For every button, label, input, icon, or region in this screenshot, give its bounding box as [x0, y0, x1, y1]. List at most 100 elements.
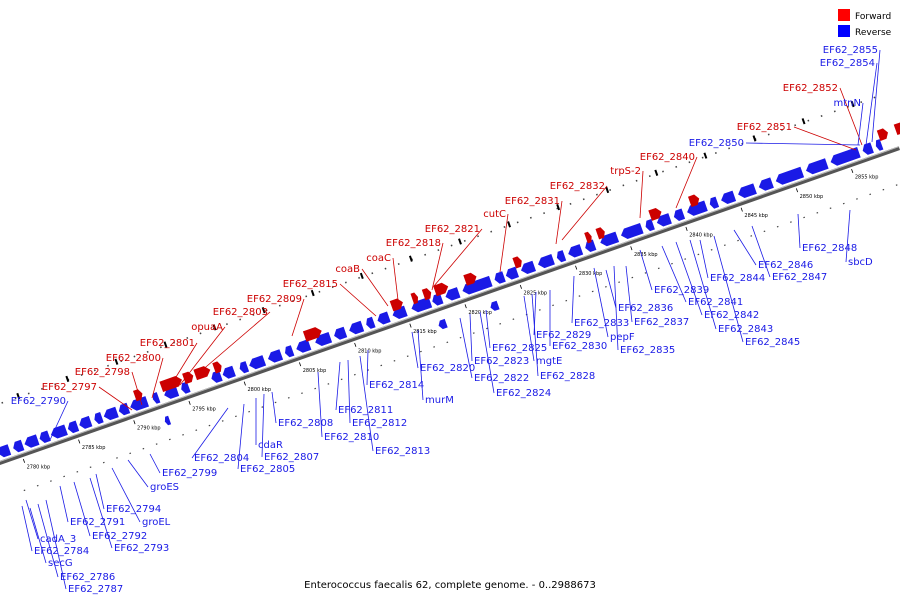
gene-label: EF62_2814 [369, 380, 424, 391]
gene-label: EF62_2832 [550, 181, 605, 192]
forward-gene [421, 288, 432, 301]
reverse-gene [67, 420, 80, 434]
leader-line [335, 361, 341, 411]
legend-forward-swatch [838, 9, 850, 21]
track-dash [850, 100, 855, 108]
track-dash [310, 289, 315, 297]
tick-label: 2795 kbp [192, 406, 216, 412]
gene-label: pepF [610, 332, 635, 343]
reverse-gene [377, 311, 391, 325]
gene-label: cadA_3 [40, 534, 76, 545]
forward-gene [512, 256, 522, 269]
tick-label: 2815 kbp [413, 329, 437, 335]
legend-forward-label: Forward [855, 12, 891, 22]
forward-gene [876, 128, 888, 141]
track-dash [261, 307, 266, 314]
reverse-gene [432, 293, 444, 306]
reverse-gene [79, 415, 93, 429]
gene-label: EF62_2818 [386, 238, 441, 249]
legend-reverse-label: Reverse [855, 28, 892, 38]
leader-line [25, 499, 39, 540]
track-dash [507, 221, 512, 228]
forward-gene [410, 292, 418, 305]
leader-line [625, 265, 633, 323]
tick-mark [519, 284, 522, 289]
forward-gene [182, 371, 194, 385]
reverse-gene [211, 370, 223, 383]
reverse-gene [13, 439, 25, 453]
reverse-gene [568, 244, 584, 258]
reverse-gene [862, 142, 874, 155]
gene-label: trpS-2 [610, 166, 641, 177]
leader-line [639, 170, 644, 219]
gene-label: cdaR [258, 440, 283, 451]
gene-label: EF62_2824 [496, 388, 551, 399]
reverse-gene [366, 316, 376, 329]
leader-line [605, 269, 617, 309]
reverse-gene [806, 158, 829, 175]
track-dash [359, 272, 364, 280]
reverse-gene [152, 392, 161, 404]
track-dash [65, 375, 70, 383]
forward-gene [159, 376, 182, 392]
leader-line [131, 371, 143, 406]
forward-gene [463, 272, 477, 286]
leader-line [366, 349, 369, 386]
forward-gene [193, 366, 211, 381]
reverse-gene [656, 213, 672, 227]
tick-label: 2840 kbp [689, 232, 713, 238]
tick-mark [464, 304, 467, 309]
leader-line [347, 359, 351, 424]
gene-label: EF62_2821 [425, 224, 480, 235]
reverse-gene [181, 381, 191, 394]
gene-label: EF62_2843 [718, 324, 773, 335]
tick-mark [740, 207, 743, 212]
leader-line [713, 235, 744, 343]
tick-label: 2780 kbp [27, 464, 51, 470]
gene-label: EF62_2842 [704, 310, 759, 321]
tick-label: 2800 kbp [247, 387, 271, 393]
gene-label: EF62_2786 [60, 572, 115, 583]
reverse-gene [621, 223, 644, 239]
tick-mark [630, 246, 633, 251]
leader-line [531, 293, 539, 377]
tick-mark [78, 439, 81, 444]
leader-line [689, 239, 717, 330]
gene-label: coaC [366, 253, 391, 264]
leader-line [675, 241, 703, 316]
gene-label: coaB [335, 264, 360, 275]
gene-label: EF62_2820 [420, 363, 475, 374]
reverse-gene [222, 365, 236, 379]
gene-label: EF62_2822 [474, 373, 529, 384]
leader-line [751, 225, 771, 278]
leader-line [499, 213, 509, 273]
track-dash [654, 169, 659, 176]
tick-mark [795, 188, 799, 193]
forward-gene [302, 327, 322, 342]
leader-line [533, 291, 537, 336]
gene-label: EF62_2787 [68, 584, 123, 595]
leader-line [199, 311, 271, 373]
leader-line [469, 313, 473, 362]
track-dash [605, 186, 610, 194]
leader-line [699, 239, 709, 279]
reverse-gene [521, 260, 536, 274]
gene-label: secG [48, 558, 73, 569]
leader-line [561, 185, 608, 241]
tick-label: 2850 kbp [800, 194, 824, 200]
track-dash [163, 341, 168, 348]
gene-label: EF62_2841 [688, 297, 743, 308]
leader-line [73, 481, 91, 537]
outer-dotted-track [1, 96, 898, 492]
leader-line [555, 200, 563, 245]
gene-label: EF62_2810 [324, 432, 379, 443]
leader-line [417, 329, 424, 401]
leader-line [865, 62, 878, 146]
gene-label: EF62_2852 [783, 83, 838, 94]
gene-label: EF62_2823 [474, 356, 529, 367]
leader-line [523, 295, 535, 362]
reverse-gene [296, 339, 312, 353]
track-dash [16, 392, 21, 400]
tick-mark [575, 265, 578, 270]
gene-label: EF62_2809 [247, 294, 302, 305]
